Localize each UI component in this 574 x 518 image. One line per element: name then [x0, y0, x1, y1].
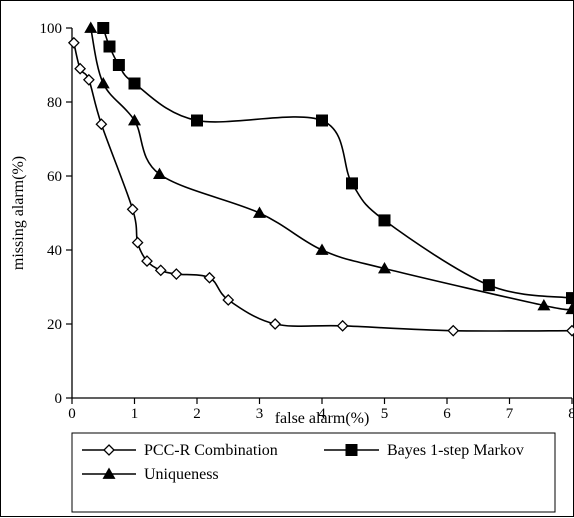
- legend-marker-bayes-1-step-markov: [346, 444, 358, 456]
- legend-label-bayes-1-step-markov: Bayes 1-step Markov: [387, 442, 524, 459]
- x-tick-label-3: 3: [256, 406, 264, 422]
- data-point-bayes-1-step-markov: [566, 292, 574, 304]
- data-point-bayes-1-step-markov: [316, 115, 328, 127]
- x-tick-label-5: 5: [381, 406, 389, 422]
- y-axis-label: missing alarm(%): [10, 156, 27, 270]
- x-tick-label-6: 6: [443, 406, 451, 422]
- data-point-bayes-1-step-markov: [113, 59, 125, 71]
- legend-label-pcc-r-combination: PCC-R Combination: [144, 442, 278, 459]
- data-point-bayes-1-step-markov: [483, 279, 495, 291]
- data-point-bayes-1-step-markov: [346, 177, 358, 189]
- y-tick-label-0: 0: [55, 391, 63, 407]
- x-tick-label-7: 7: [506, 406, 514, 422]
- legend: PCC-R Combination Bayes 1-step Markov Uniq…: [72, 433, 555, 512]
- y-tick-label-1: 20: [47, 317, 62, 333]
- data-point-bayes-1-step-markov: [104, 41, 116, 53]
- x-tick-label-0: 0: [68, 406, 76, 422]
- data-point-bayes-1-step-markov: [97, 22, 109, 34]
- plot-area: [72, 28, 572, 398]
- legend-label-uniqueness: Uniqueness: [144, 466, 219, 483]
- y-tick-label-5: 100: [40, 21, 63, 37]
- x-tick-label-1: 1: [131, 406, 139, 422]
- y-tick-label-3: 60: [47, 169, 62, 185]
- data-point-uniqueness: [84, 22, 97, 33]
- data-point-bayes-1-step-markov: [191, 115, 203, 127]
- x-tick-label-2: 2: [193, 406, 201, 422]
- x-tick-label-8: 8: [568, 406, 574, 422]
- data-point-bayes-1-step-markov: [129, 78, 141, 90]
- y-tick-label-2: 40: [47, 243, 62, 259]
- x-axis-label: false alarm(%): [275, 410, 370, 427]
- data-point-bayes-1-step-markov: [379, 214, 391, 226]
- y-tick-label-4: 80: [47, 95, 62, 111]
